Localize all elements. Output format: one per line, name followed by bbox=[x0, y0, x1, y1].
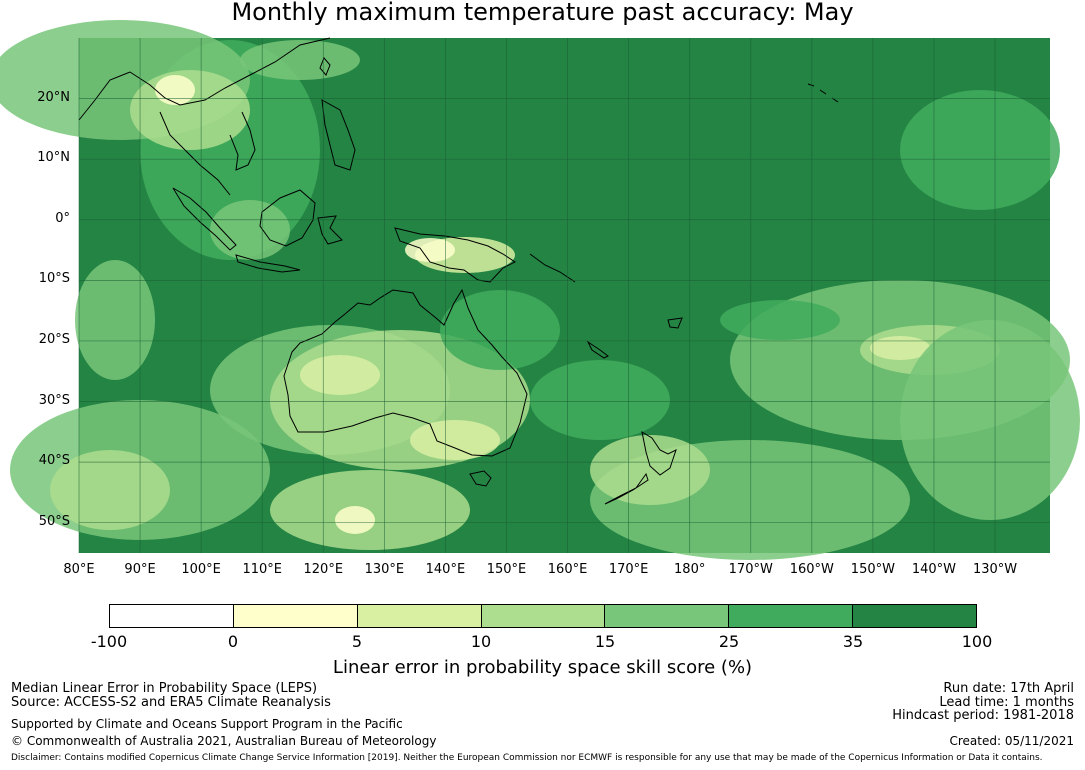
run-date: Run date: 17th April bbox=[943, 681, 1074, 696]
colorbar-tick-label: 35 bbox=[842, 632, 864, 651]
skill-patch bbox=[720, 300, 840, 340]
lead-time: Lead time: 1 months bbox=[939, 695, 1074, 710]
colorbar-segment bbox=[233, 605, 358, 627]
lon-label: 170°E bbox=[608, 562, 649, 577]
sulawesi-outline bbox=[317, 215, 343, 245]
map-title: Monthly maximum temperature past accurac… bbox=[231, 0, 854, 26]
skill-patch bbox=[530, 360, 670, 440]
colorbar-tick-label: 100 bbox=[961, 632, 993, 651]
colorbar-segment bbox=[481, 605, 606, 627]
footer-method: Median Linear Error in Probability Space… bbox=[11, 681, 318, 696]
colorbar-tick-label: 10 bbox=[470, 632, 492, 651]
java-outline bbox=[235, 254, 301, 273]
footer-copyright: © Commonwealth of Australia 2021, Austra… bbox=[11, 734, 437, 748]
lon-label: 80°E bbox=[63, 562, 95, 577]
footer-source: Source: ACCESS-S2 and ERA5 Climate Reana… bbox=[11, 695, 331, 710]
skill-patch bbox=[590, 435, 710, 505]
skill-patch bbox=[900, 320, 1080, 520]
lat-label: 40°S bbox=[38, 453, 70, 469]
skill-patch bbox=[270, 470, 470, 550]
skill-patch bbox=[410, 420, 500, 460]
colorbar-segment bbox=[605, 605, 730, 627]
sumatra-outline bbox=[172, 187, 237, 251]
lon-label: 150°W bbox=[850, 562, 895, 577]
colorbar-segment bbox=[357, 605, 482, 627]
colorbar-tick-label: 5 bbox=[351, 632, 363, 651]
skill-patch bbox=[900, 90, 1060, 210]
lon-label: 150°E bbox=[486, 562, 527, 577]
lat-label: 20°N bbox=[37, 89, 70, 105]
new-caledonia-outline bbox=[586, 340, 609, 359]
hindcast-period: Hindcast period: 1981-2018 bbox=[892, 708, 1074, 723]
fiji-outline bbox=[667, 317, 683, 329]
borneo-outline bbox=[259, 189, 316, 247]
skill-patch bbox=[335, 506, 375, 534]
lon-label: 130°W bbox=[972, 562, 1018, 577]
taiwan-outline bbox=[319, 57, 331, 76]
lon-label: 170°W bbox=[728, 562, 773, 577]
lat-label: 10°S bbox=[38, 271, 70, 287]
lat-label: 50°S bbox=[38, 513, 70, 529]
skill-patch bbox=[870, 336, 930, 360]
skill-patch bbox=[155, 75, 195, 105]
skill-patch bbox=[405, 238, 455, 262]
skill-patch bbox=[300, 355, 380, 395]
colorbar bbox=[109, 604, 977, 628]
colorbar-tick-label: 25 bbox=[718, 632, 740, 651]
skill-patch bbox=[210, 200, 290, 260]
skill-map bbox=[0, 20, 1080, 560]
lat-label: 20°S bbox=[38, 331, 70, 347]
skill-patch bbox=[75, 260, 155, 380]
disclaimer: Disclaimer: Contains modified Copernicus… bbox=[11, 753, 1043, 763]
nz-south-outline bbox=[604, 472, 649, 505]
lon-label: 120°E bbox=[303, 562, 344, 577]
skill-patch bbox=[240, 40, 360, 80]
lon-label: 130°E bbox=[364, 562, 405, 577]
lon-label: 160°W bbox=[789, 562, 834, 577]
skill-patch bbox=[440, 290, 560, 370]
australia-outline bbox=[283, 288, 528, 457]
footer-support: Supported by Climate and Oceans Support … bbox=[11, 717, 403, 731]
lat-label: 30°S bbox=[38, 392, 70, 408]
lon-label: 180° bbox=[674, 562, 706, 577]
new-guinea-outline bbox=[394, 227, 516, 283]
colorbar-segment bbox=[729, 605, 854, 627]
lon-label: 140°W bbox=[911, 562, 957, 577]
lon-label: 90°E bbox=[124, 562, 156, 577]
nz-north-outline bbox=[641, 430, 677, 476]
asia-outline bbox=[78, 37, 331, 196]
lon-label: 160°E bbox=[547, 562, 588, 577]
colorbar-label: Linear error in probability space skill … bbox=[332, 657, 753, 678]
tasmania-outline bbox=[469, 470, 492, 487]
colorbar-tick-label: 15 bbox=[594, 632, 616, 651]
colorbar-segment bbox=[853, 605, 977, 627]
colorbar-tick-label: -100 bbox=[90, 632, 128, 651]
created-date: Created: 05/11/2021 bbox=[949, 734, 1074, 748]
lat-label: 10°N bbox=[37, 150, 70, 166]
lon-label: 110°E bbox=[242, 562, 282, 577]
lon-label: 140°E bbox=[425, 562, 466, 577]
colorbar-tick-label: 0 bbox=[227, 632, 239, 651]
philippines-outline bbox=[321, 99, 356, 171]
lon-label: 100°E bbox=[181, 562, 221, 577]
colorbar-segment bbox=[110, 605, 234, 627]
lat-label: 0° bbox=[55, 210, 70, 226]
